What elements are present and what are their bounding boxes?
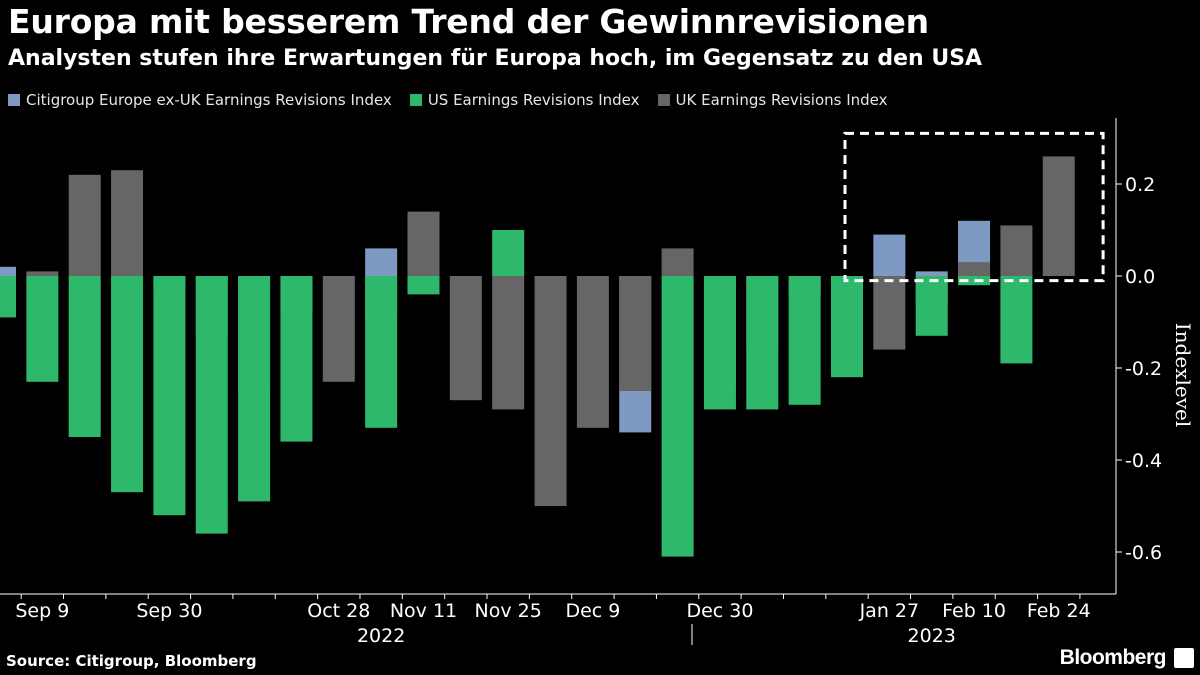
bar-uk [661, 248, 694, 276]
chart-legend: Citigroup Europe ex-UK Earnings Revision… [8, 91, 906, 109]
x-tick-label: Sep 9 [15, 600, 69, 622]
y-axis-title: Indexlevel [1171, 323, 1195, 427]
bar-us [0, 276, 16, 318]
axes-layer: 0.2 0.0 -0.2 -0.4 -0.6 Indexlevel Sep 9 Sep 30 O… [0, 118, 1195, 647]
bars-layer [0, 156, 1075, 557]
bar-us [365, 276, 398, 428]
bar-us [1000, 276, 1033, 364]
bar-uk [1000, 225, 1033, 276]
bar-citi [915, 271, 948, 276]
chart-title: Europa mit besserem Trend der Gewinnrevi… [8, 2, 929, 41]
bar-us [111, 276, 144, 493]
bar-uk [449, 276, 482, 401]
bar-us [195, 276, 228, 534]
bar-uk [68, 174, 101, 276]
y-tick-label: -0.6 [1125, 542, 1162, 564]
y-tick-label: 0.2 [1125, 174, 1155, 196]
bar-uk [619, 276, 652, 391]
bloomberg-chart-icon [1174, 648, 1194, 668]
bar-us [280, 276, 313, 442]
legend-item-us: US Earnings Revisions Index [409, 91, 640, 109]
x-year-label: 2023 [908, 625, 956, 647]
x-tick-label: Nov 25 [475, 600, 542, 622]
x-tick-label: Nov 11 [390, 600, 457, 622]
y-tick-label: -0.4 [1125, 450, 1162, 472]
x-tick-label: Oct 28 [307, 600, 370, 622]
bloomberg-logo: Bloomberg [1059, 646, 1167, 669]
bar-us [915, 276, 948, 336]
bar-us [746, 276, 779, 410]
highlight-layer [843, 131, 1105, 283]
x-tick-label: Jan 27 [859, 600, 920, 622]
legend-label-us: US Earnings Revisions Index [427, 91, 640, 109]
bar-us [703, 276, 736, 410]
y-tick-label: 0.0 [1125, 266, 1155, 288]
bar-us [831, 276, 863, 378]
bar-us [238, 276, 271, 502]
x-tick-label: Sep 30 [136, 600, 202, 622]
bar-us [26, 276, 59, 382]
x-tick-label: Feb 10 [942, 600, 1006, 622]
bar-uk [958, 262, 991, 276]
bar-uk [322, 276, 355, 382]
bar-uk [1042, 156, 1075, 276]
bar-uk [873, 276, 906, 350]
bar-citi [365, 248, 398, 276]
legend-item-citi: Citigroup Europe ex-UK Earnings Revision… [8, 91, 392, 109]
x-tick-label: Dec 30 [686, 600, 753, 622]
bar-uk [111, 170, 144, 276]
bar-us [661, 276, 694, 557]
legend-label-citi: Citigroup Europe ex-UK Earnings Revision… [26, 91, 392, 109]
source-note: Source: Citigroup, Bloomberg [6, 652, 257, 670]
x-year-label: 2022 [357, 625, 405, 647]
bar-uk [576, 276, 609, 428]
chart-subtitle: Analysten stufen ihre Erwartungen für Eu… [8, 46, 983, 71]
bar-uk [534, 276, 567, 506]
x-tick-label: Dec 9 [565, 600, 620, 622]
legend-label-uk: UK Earnings Revisions Index [675, 91, 888, 109]
legend-swatch-us [409, 94, 422, 106]
y-tick-label: -0.2 [1125, 358, 1162, 380]
bar-citi [873, 234, 906, 276]
bar-us [492, 230, 525, 276]
bar-uk [492, 276, 525, 410]
bar-us [788, 276, 821, 405]
legend-swatch-uk [657, 94, 670, 106]
bar-us [958, 276, 991, 286]
bar-uk [26, 271, 59, 276]
bar-us [68, 276, 101, 437]
highlight-dashed-box [843, 131, 1105, 283]
bar-citi [0, 266, 16, 276]
legend-item-uk: UK Earnings Revisions Index [657, 91, 888, 109]
bar-us [407, 276, 440, 295]
legend-swatch-citi [8, 94, 20, 106]
bar-uk [407, 211, 440, 276]
bar-us [153, 276, 186, 516]
x-tick-label: Feb 24 [1027, 600, 1091, 622]
